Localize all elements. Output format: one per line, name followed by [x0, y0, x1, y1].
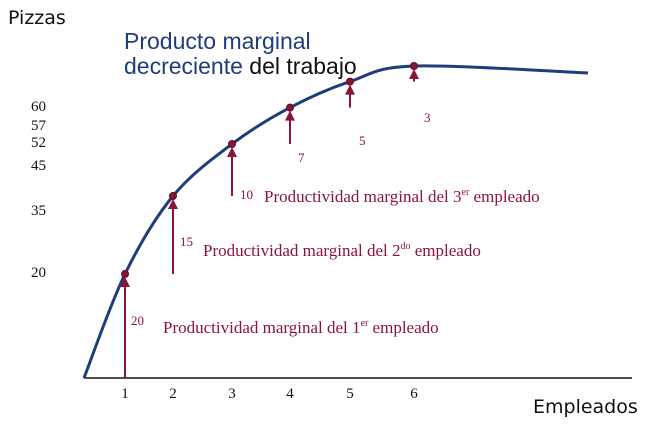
marginal-text-sup: er: [462, 187, 470, 198]
y-axis-title: Pizzas: [8, 7, 66, 29]
marginal-text-label: Productividad marginal del 3er empleado: [264, 187, 540, 206]
marginal-arrow: [285, 110, 295, 144]
marginal-text-label: Productividad marginal del 1er empleado: [163, 318, 439, 337]
y-tick-label: 57: [31, 118, 47, 134]
y-tick-label: 60: [31, 99, 46, 115]
marginal-arrow: [227, 147, 237, 196]
data-point: [286, 103, 294, 112]
marginal-text-main: Productividad marginal del 2: [203, 241, 401, 260]
marginal-text-end: empleado: [411, 241, 481, 260]
chart-title-rest: del trabajo: [243, 53, 357, 79]
y-tick-label: 52: [31, 135, 46, 151]
marginal-text-end: empleado: [368, 318, 438, 337]
data-point: [228, 140, 236, 148]
chart-title-colored: decreciente: [124, 53, 243, 79]
chart-title-line1: Producto marginal: [124, 28, 311, 54]
arrow-head: [120, 277, 130, 287]
x-tick-label: 1: [121, 386, 129, 402]
data-point: [169, 192, 177, 200]
arrow-head: [168, 199, 178, 209]
x-tick-label: 3: [228, 386, 236, 402]
arrow-head: [285, 110, 295, 121]
chart-title-line2: decreciente del trabajo: [124, 53, 357, 79]
y-tick-label: 35: [31, 203, 46, 219]
marginal-text-sup: er: [361, 318, 369, 329]
data-point: [346, 77, 354, 86]
marginal-text-main: Productividad marginal del 3: [264, 187, 462, 206]
x-axis-title: Empleados: [533, 396, 638, 418]
marginal-arrow: [409, 69, 419, 82]
data-point: [121, 270, 129, 278]
x-tick-label: 5: [346, 386, 354, 402]
marginal-value-label: 15: [180, 234, 193, 249]
marginal-value-label: 10: [240, 187, 253, 202]
data-points: [121, 62, 418, 278]
marginal-value-label: 7: [298, 150, 305, 165]
marginal-value-label: 3: [424, 110, 431, 125]
x-tick-label: 2: [169, 386, 177, 402]
marginal-text-sup: do: [401, 241, 411, 252]
arrow-head: [345, 84, 355, 95]
y-tick-label: 20: [31, 265, 46, 281]
x-tick-label: 6: [410, 386, 418, 402]
arrow-head: [227, 147, 237, 157]
marginal-value-label: 5: [359, 133, 366, 148]
marginal-arrow: [345, 84, 355, 108]
marginal-arrow: [168, 199, 178, 274]
data-point: [410, 62, 418, 70]
marginal-labels: 20 Productividad marginal del 1er emplead…: [131, 110, 540, 337]
marginal-text-end: empleado: [469, 187, 539, 206]
x-tick-label: 4: [286, 386, 294, 402]
marginal-arrows: [120, 69, 419, 378]
marginal-text-main: Productividad marginal del 1: [163, 318, 361, 337]
y-tick-label: 45: [31, 158, 46, 174]
marginal-arrow: [120, 277, 130, 378]
arrow-head: [409, 69, 419, 79]
marginal-text-label: Productividad marginal del 2do empleado: [203, 241, 481, 260]
marginal-value-label: 20: [131, 313, 144, 328]
